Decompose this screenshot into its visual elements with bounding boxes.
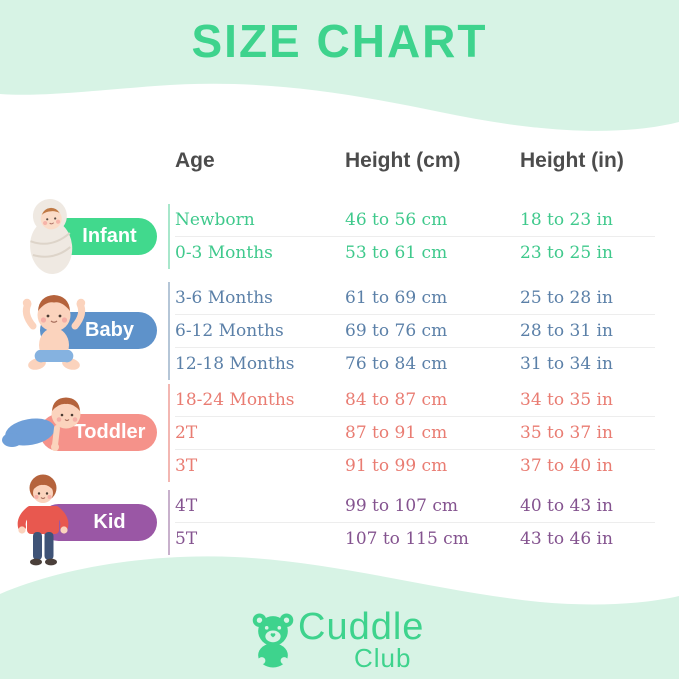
age-cell: 5T [175, 529, 198, 549]
age-cell: 3-6 Months [175, 288, 273, 308]
baby-badge-column: Baby [0, 282, 168, 378]
height-in-cell: 23 to 25 in [520, 243, 613, 263]
kid-badge-column: Kid [0, 474, 168, 566]
toddler-rows: 18-24 Months 84 to 87 cm 34 to 35 in 2T … [168, 384, 655, 482]
height-in-cell: 18 to 23 in [520, 210, 613, 230]
table-row: 2T 87 to 91 cm 35 to 37 in [175, 416, 655, 449]
table-header-row: Age Height (cm) Height (in) [175, 148, 655, 174]
kid-rows: 4T 99 to 107 cm 40 to 43 in 5T 107 to 11… [168, 490, 655, 555]
height-cm-cell: 76 to 84 cm [345, 354, 448, 374]
height-in-cell: 40 to 43 in [520, 496, 613, 516]
height-cm-cell: 53 to 61 cm [345, 243, 448, 263]
table-row: 0-3 Months 53 to 61 cm 23 to 25 in [175, 236, 655, 269]
height-cm-cell: 84 to 87 cm [345, 390, 448, 410]
infant-badge-label: Infant [82, 224, 137, 247]
height-in-cell: 31 to 34 in [520, 354, 613, 374]
table-row: 12-18 Months 76 to 84 cm 31 to 34 in [175, 347, 655, 380]
size-table: Age Height (cm) Height (in) Infant [0, 148, 679, 566]
infant-badge-column: Infant [0, 199, 168, 274]
brand-subname: Club [354, 643, 412, 673]
baby-rows: 3-6 Months 61 to 69 cm 25 to 28 in 6-12 … [168, 282, 655, 380]
age-cell: 4T [175, 496, 198, 516]
age-cell: 0-3 Months [175, 243, 273, 263]
height-in-cell: 25 to 28 in [520, 288, 613, 308]
top-wave-decoration [0, 0, 679, 131]
page-title: SIZE CHART [191, 15, 488, 67]
sitting-baby-illustration [22, 295, 86, 370]
section-kid: Kid [0, 474, 679, 566]
kid-badge-label: Kid [93, 510, 126, 533]
column-header-age: Age [175, 149, 215, 172]
height-in-cell: 34 to 35 in [520, 390, 613, 410]
age-cell: Newborn [175, 210, 255, 230]
height-in-cell: 43 to 46 in [520, 529, 613, 549]
baby-badge-label: Baby [85, 318, 134, 341]
column-header-height-in: Height (in) [520, 149, 624, 172]
table-row: Newborn 46 to 56 cm 18 to 23 in [175, 204, 655, 236]
height-cm-cell: 69 to 76 cm [345, 321, 448, 341]
height-cm-cell: 87 to 91 cm [345, 423, 448, 443]
height-in-cell: 37 to 40 in [520, 456, 613, 476]
table-row: 6-12 Months 69 to 76 cm 28 to 31 in [175, 314, 655, 347]
height-cm-cell: 107 to 115 cm [345, 529, 469, 549]
table-row: 5T 107 to 115 cm 43 to 46 in [175, 522, 655, 555]
table-row: 4T 99 to 107 cm 40 to 43 in [175, 490, 655, 522]
section-baby: Baby [0, 282, 679, 380]
age-cell: 2T [175, 423, 198, 443]
height-cm-cell: 61 to 69 cm [345, 288, 448, 308]
height-in-cell: 35 to 37 in [520, 423, 613, 443]
teddy-bear-icon [252, 613, 294, 668]
standing-kid-illustration [17, 474, 69, 566]
brand-name: Cuddle [298, 606, 425, 648]
age-cell: 18-24 Months [175, 390, 295, 410]
table-row: 3T 91 to 99 cm 37 to 40 in [175, 449, 655, 482]
crawling-toddler-illustration [2, 397, 81, 451]
infant-rows: Newborn 46 to 56 cm 18 to 23 in 0-3 Mont… [168, 204, 655, 269]
section-toddler: Toddler 18-24 Month [0, 384, 679, 482]
bottom-wave-decoration [0, 556, 679, 679]
table-row: 18-24 Months 84 to 87 cm 34 to 35 in [175, 384, 655, 416]
height-cm-cell: 91 to 99 cm [345, 456, 448, 476]
column-header-height-cm: Height (cm) [345, 149, 461, 172]
height-in-cell: 28 to 31 in [520, 321, 613, 341]
age-cell: 6-12 Months [175, 321, 284, 341]
height-cm-cell: 46 to 56 cm [345, 210, 448, 230]
section-infant: Infant [0, 199, 679, 274]
toddler-badge-label: Toddler [73, 420, 146, 443]
age-cell: 3T [175, 456, 198, 476]
swaddled-infant-illustration [30, 199, 73, 274]
table-row: 3-6 Months 61 to 69 cm 25 to 28 in [175, 282, 655, 314]
brand-logo: Cuddle Club [246, 606, 446, 676]
height-cm-cell: 99 to 107 cm [345, 496, 458, 516]
age-cell: 12-18 Months [175, 354, 295, 374]
toddler-badge-column: Toddler [0, 384, 168, 480]
